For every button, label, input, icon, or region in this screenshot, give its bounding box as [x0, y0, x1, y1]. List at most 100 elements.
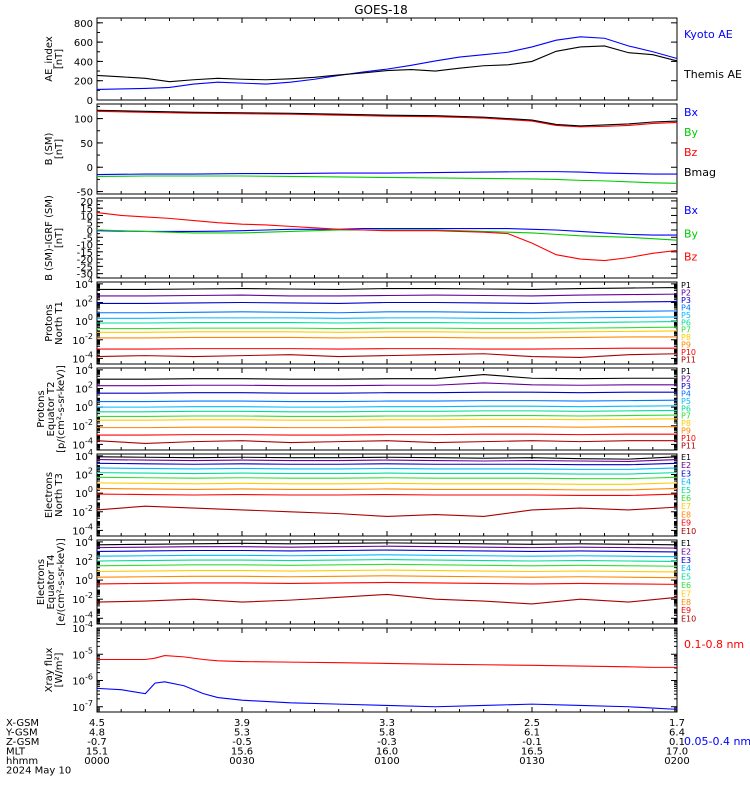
- legend-label: Themis AE: [683, 68, 742, 81]
- legend-label: P1: [681, 367, 691, 376]
- series-line-p10: [97, 433, 677, 436]
- y-axis-label: Xray flux: [44, 648, 55, 693]
- legend-label: E1: [681, 539, 691, 548]
- panel-frame: [96, 627, 678, 713]
- series-line-e2: [96, 545, 678, 549]
- series-line-p2: [97, 382, 677, 387]
- legend-label: E10: [681, 527, 696, 536]
- legend-label: E10: [681, 615, 696, 624]
- x-row-value: 0.1: [669, 737, 685, 748]
- x-row-value: 5.8: [379, 728, 395, 739]
- y-tick-label: 100: [75, 313, 93, 328]
- y-axis-label: North T1: [54, 301, 65, 345]
- y-tick-label: 200: [74, 77, 93, 88]
- series-line-e7: [96, 569, 678, 573]
- y-tick-label: 102: [75, 381, 93, 396]
- y-tick-label: 10-2: [72, 504, 93, 519]
- legend-label: E2: [681, 461, 691, 470]
- legend-label: P7: [681, 412, 691, 421]
- legend-label: E9: [681, 519, 691, 528]
- x-row-value: 0000: [84, 756, 109, 767]
- series-line-p6: [97, 409, 678, 413]
- series-line-p1: [97, 373, 677, 380]
- x-row-value: 15.1: [86, 747, 108, 758]
- series-line-p5: [97, 316, 678, 319]
- legend-label: P3: [681, 382, 691, 391]
- series-line-p9: [97, 336, 677, 339]
- legend-label: P8: [681, 333, 691, 342]
- series-line-themis-ae: [96, 45, 678, 83]
- x-row-label: X-GSM: [6, 718, 39, 729]
- series-line-p7: [97, 414, 678, 418]
- legend-label: P9: [681, 427, 691, 436]
- y-axis-label: [nT]: [54, 139, 65, 159]
- y-tick-label: -30: [77, 270, 93, 281]
- legend-label: By: [684, 227, 699, 240]
- legend-label: P6: [681, 318, 691, 327]
- legend-label: 0.1-0.8 nm: [684, 638, 744, 651]
- series-line-e2: [96, 459, 678, 463]
- series-line-p11: [96, 353, 678, 359]
- x-row-value: 1.7: [669, 718, 685, 729]
- y-tick-label: 100: [75, 485, 93, 500]
- chart-title: GOES-18: [354, 3, 408, 17]
- y-tick-label: 10-6: [72, 673, 93, 688]
- x-row-value: 0100: [374, 756, 399, 767]
- panel-frame: [96, 367, 678, 451]
- x-row-value: -0.3: [377, 737, 397, 748]
- x-row-value: 3.3: [379, 718, 395, 729]
- y-tick-label: 10-2: [72, 332, 93, 347]
- series-line-p4: [97, 310, 678, 314]
- series-line-p7: [97, 326, 678, 330]
- x-row-label: MLT: [6, 747, 26, 758]
- x-row-value: 17.0: [666, 747, 688, 758]
- y-tick-label: 100: [75, 399, 93, 414]
- series-line-e6: [96, 476, 678, 480]
- y-axis-label: AE_index: [44, 36, 55, 82]
- series-line-p6: [97, 321, 678, 324]
- y-tick-label: 15: [80, 204, 93, 215]
- y-tick-label: 10-2: [72, 591, 93, 606]
- series-line-bmag: [96, 109, 678, 127]
- series-line-bz: [96, 110, 678, 128]
- y-tick-label: 10-2: [72, 418, 93, 433]
- y-tick-label: 10-5: [72, 646, 93, 661]
- legend-label: P6: [681, 404, 691, 413]
- y-tick-label: 0: [87, 226, 93, 237]
- x-row-value: 6.4: [669, 728, 685, 739]
- legend-label: E5: [681, 573, 691, 582]
- series-line-p8: [97, 418, 678, 421]
- legend-label: Bx: [684, 204, 699, 217]
- y-axis-label: Electrons: [36, 559, 47, 605]
- y-tick-label: 100: [74, 115, 93, 126]
- series-line-e8: [96, 575, 678, 579]
- y-axis-label: [p/(cm²-s-sr-keV)]: [56, 365, 67, 453]
- series-line-e9: [96, 493, 678, 497]
- legend-label: E7: [681, 502, 691, 511]
- series-line-p10: [97, 347, 677, 350]
- y-axis-label: Protons: [44, 304, 55, 341]
- series-line-0-1-0-8-nm: [97, 655, 677, 668]
- x-row-value: 0030: [229, 756, 254, 767]
- series-line-bx: [96, 171, 677, 176]
- legend-label: P5: [681, 311, 691, 320]
- series-line-e10: [96, 505, 678, 517]
- y-tick-label: -15: [77, 248, 93, 259]
- series-line-p8: [97, 330, 678, 333]
- y-axis-label: [nT]: [54, 49, 65, 69]
- series-line-e5: [96, 559, 678, 563]
- legend-label: E3: [681, 556, 691, 565]
- series-line-p2: [97, 293, 678, 297]
- y-tick-label: 5: [87, 219, 93, 230]
- x-row-label: Y-GSM: [5, 728, 38, 739]
- x-row-label: hhmm: [6, 756, 38, 767]
- legend-label: 0.05-0.4 nm: [684, 735, 750, 748]
- series-line-by: [96, 229, 678, 241]
- y-tick-label: 0: [87, 163, 93, 174]
- x-row-value: -0.5: [232, 737, 252, 748]
- series-line-e4: [96, 554, 678, 558]
- x-row-value: 0200: [664, 756, 689, 767]
- legend-label: E3: [681, 469, 691, 478]
- legend-label: E8: [681, 510, 691, 519]
